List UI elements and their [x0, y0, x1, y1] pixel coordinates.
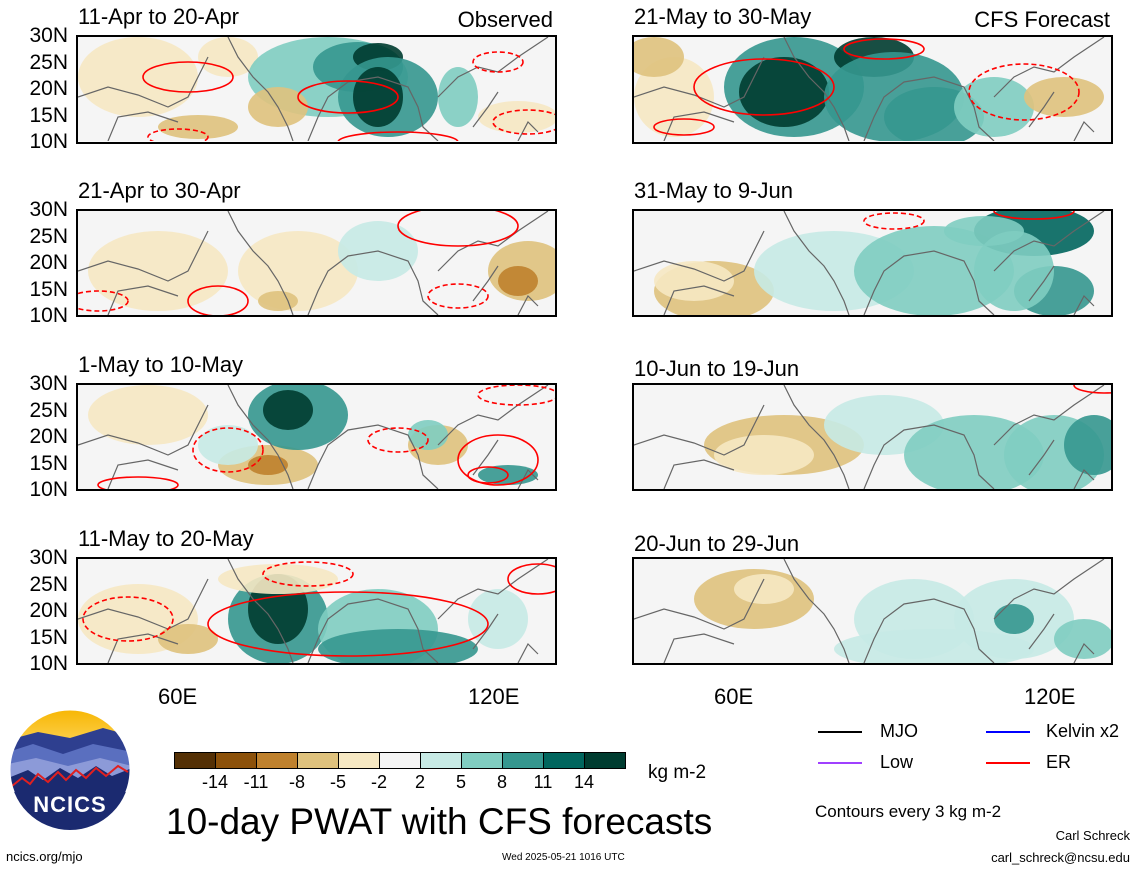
colorbar-label: 8	[496, 772, 508, 792]
colorbar-label: 14	[573, 772, 595, 792]
colorbar-swatch	[215, 752, 257, 769]
panel-title: 1-May to 10-May	[78, 352, 244, 377]
footer-email: carl_schreck@ncsu.edu	[991, 850, 1130, 865]
map-panel	[632, 35, 1113, 144]
lat-label: 20N	[29, 77, 68, 100]
lat-label: 15N	[29, 103, 68, 127]
panel-title: 21-May to 30-May	[634, 4, 812, 29]
panel-title: 21-Apr to 30-Apr	[78, 178, 241, 203]
colorbar-swatch	[338, 752, 380, 769]
map-panel	[76, 557, 557, 665]
lat-label: 15N	[29, 451, 68, 475]
colorbar-swatch	[174, 752, 216, 769]
colorbar-label: -8	[288, 772, 306, 792]
lat-label: 25N	[29, 50, 68, 74]
colorbar-swatch	[543, 752, 585, 769]
lat-label: 25N	[29, 572, 68, 596]
lat-label: 25N	[29, 398, 68, 422]
legend-low-line	[818, 762, 862, 764]
logo-text: NCICS	[33, 792, 107, 817]
map-field	[634, 211, 1111, 315]
colorbar-label: 2	[414, 772, 426, 792]
panel-title: 31-May to 9-Jun	[634, 178, 793, 203]
panel-tag-observed: Observed	[457, 7, 553, 32]
map-field	[634, 385, 1111, 489]
legend-low-label: Low	[880, 752, 914, 772]
panel-title: 11-May to 20-May	[78, 526, 254, 551]
colorbar-swatch	[584, 752, 626, 769]
lat-label: 25N	[29, 224, 68, 248]
map-panel	[632, 209, 1113, 317]
map-panel	[632, 383, 1113, 491]
colorbar-swatch	[379, 752, 421, 769]
map-field	[78, 211, 555, 315]
lat-label: 20N	[29, 251, 68, 274]
footer-url: ncics.org/mjo	[6, 849, 83, 864]
contour-note: Contours every 3 kg m-2	[815, 802, 1002, 821]
colorbar-units: kg m-2	[648, 762, 707, 783]
map-field	[78, 385, 555, 489]
map-field	[634, 559, 1111, 663]
colorbar-swatch	[297, 752, 339, 769]
colorbar-swatch	[256, 752, 298, 769]
lat-label: 15N	[29, 277, 68, 301]
lon-label-120e-right: 120E	[1024, 684, 1076, 709]
map-panel	[76, 35, 557, 144]
lat-label: 20N	[29, 599, 68, 622]
map-panel	[76, 383, 557, 491]
lat-label: 30N	[29, 372, 68, 395]
map-field	[78, 37, 555, 141]
colorbar-label: -5	[329, 772, 347, 792]
lat-label: 15N	[29, 625, 68, 649]
lat-label: 30N	[29, 198, 68, 221]
lat-label: 20N	[29, 425, 68, 448]
legend-er-line	[986, 762, 1030, 764]
lon-label-120e-left: 120E	[468, 684, 520, 709]
colorbar-label: -2	[370, 772, 388, 792]
colorbar-label: 11	[533, 772, 553, 792]
colorbar-label: -14	[201, 772, 229, 792]
legend-kelvin-line	[986, 731, 1030, 733]
map-field	[634, 37, 1111, 141]
colorbar-swatch	[461, 752, 503, 769]
ncics-logo: NCICS	[8, 708, 132, 832]
panel-title: 11-Apr to 20-Apr	[78, 4, 240, 29]
lat-label: 30N	[29, 546, 68, 569]
legend-kelvin-label: Kelvin x2	[1046, 721, 1120, 741]
legend-mjo-line	[818, 731, 862, 733]
lat-label: 10N	[29, 478, 68, 501]
map-panel	[632, 557, 1113, 665]
footer-timestamp: Wed 2025-05-21 1016 UTC	[502, 852, 625, 863]
panel-title: 10-Jun to 19-Jun	[634, 356, 800, 381]
legend-mjo-label: MJO	[880, 721, 918, 741]
lon-label-60e-right: 60E	[714, 684, 754, 709]
main-title: 10-day PWAT with CFS forecasts	[166, 801, 713, 842]
lat-label: 10N	[29, 304, 68, 327]
colorbar-label: 5	[455, 772, 467, 792]
map-field	[78, 559, 555, 663]
footer-author: Carl Schreck	[1055, 828, 1130, 843]
colorbar-swatch	[502, 752, 544, 769]
lat-label: 10N	[29, 652, 68, 675]
legend-er-label: ER	[1046, 752, 1072, 772]
colorbar-label: -11	[243, 772, 269, 792]
panel-tag-forecast: CFS Forecast	[974, 7, 1110, 32]
lon-label-60e-left: 60E	[158, 684, 198, 709]
colorbar-swatch	[420, 752, 462, 769]
lat-label: 10N	[29, 130, 68, 153]
map-panel	[76, 209, 557, 317]
panel-title: 20-Jun to 29-Jun	[634, 531, 800, 556]
lat-label: 30N	[29, 24, 68, 47]
